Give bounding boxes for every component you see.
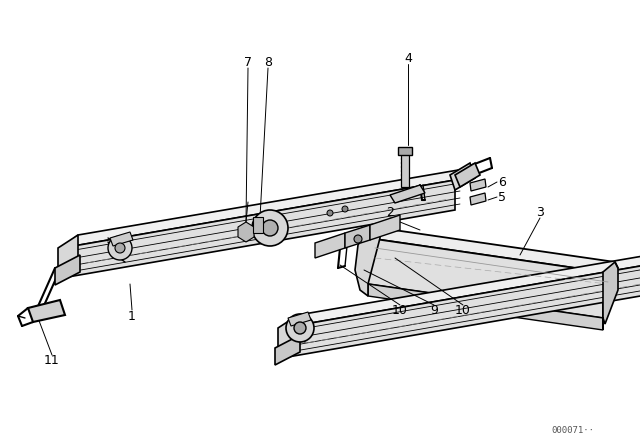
Polygon shape bbox=[58, 235, 78, 270]
Polygon shape bbox=[390, 185, 425, 203]
Circle shape bbox=[262, 220, 278, 236]
Polygon shape bbox=[345, 225, 370, 248]
Text: 9: 9 bbox=[430, 303, 438, 316]
Text: 10: 10 bbox=[455, 303, 471, 316]
Circle shape bbox=[354, 235, 362, 243]
Polygon shape bbox=[401, 152, 409, 187]
Polygon shape bbox=[398, 147, 412, 155]
Polygon shape bbox=[55, 255, 80, 285]
Polygon shape bbox=[62, 180, 455, 278]
Polygon shape bbox=[278, 315, 298, 350]
Text: 10: 10 bbox=[392, 303, 408, 316]
Polygon shape bbox=[110, 232, 133, 246]
Polygon shape bbox=[315, 233, 345, 258]
Polygon shape bbox=[282, 248, 640, 328]
Polygon shape bbox=[238, 222, 254, 242]
Polygon shape bbox=[368, 284, 603, 330]
Circle shape bbox=[342, 206, 348, 212]
Polygon shape bbox=[282, 260, 640, 358]
Polygon shape bbox=[368, 238, 603, 318]
Text: 6: 6 bbox=[498, 176, 506, 189]
Polygon shape bbox=[470, 193, 486, 205]
Polygon shape bbox=[603, 262, 618, 330]
Text: 4: 4 bbox=[404, 52, 412, 65]
Text: 3: 3 bbox=[536, 206, 544, 219]
Circle shape bbox=[294, 322, 306, 334]
Polygon shape bbox=[28, 300, 65, 322]
Circle shape bbox=[327, 210, 333, 216]
Polygon shape bbox=[355, 228, 380, 296]
Polygon shape bbox=[288, 312, 311, 326]
Text: 1: 1 bbox=[128, 310, 136, 323]
Circle shape bbox=[252, 210, 288, 246]
Circle shape bbox=[115, 243, 125, 253]
Polygon shape bbox=[368, 228, 615, 272]
Text: 2: 2 bbox=[386, 206, 394, 219]
Circle shape bbox=[286, 314, 314, 342]
Text: 000071··: 000071·· bbox=[552, 426, 595, 435]
Circle shape bbox=[108, 236, 132, 260]
Polygon shape bbox=[470, 179, 486, 191]
Text: 8: 8 bbox=[264, 56, 272, 69]
Polygon shape bbox=[62, 168, 470, 248]
Polygon shape bbox=[455, 163, 480, 187]
Text: 5: 5 bbox=[498, 190, 506, 203]
Polygon shape bbox=[450, 163, 475, 190]
Polygon shape bbox=[370, 215, 400, 240]
Polygon shape bbox=[275, 335, 300, 365]
Polygon shape bbox=[253, 217, 263, 233]
Text: 7: 7 bbox=[244, 56, 252, 69]
Text: 11: 11 bbox=[44, 353, 60, 366]
